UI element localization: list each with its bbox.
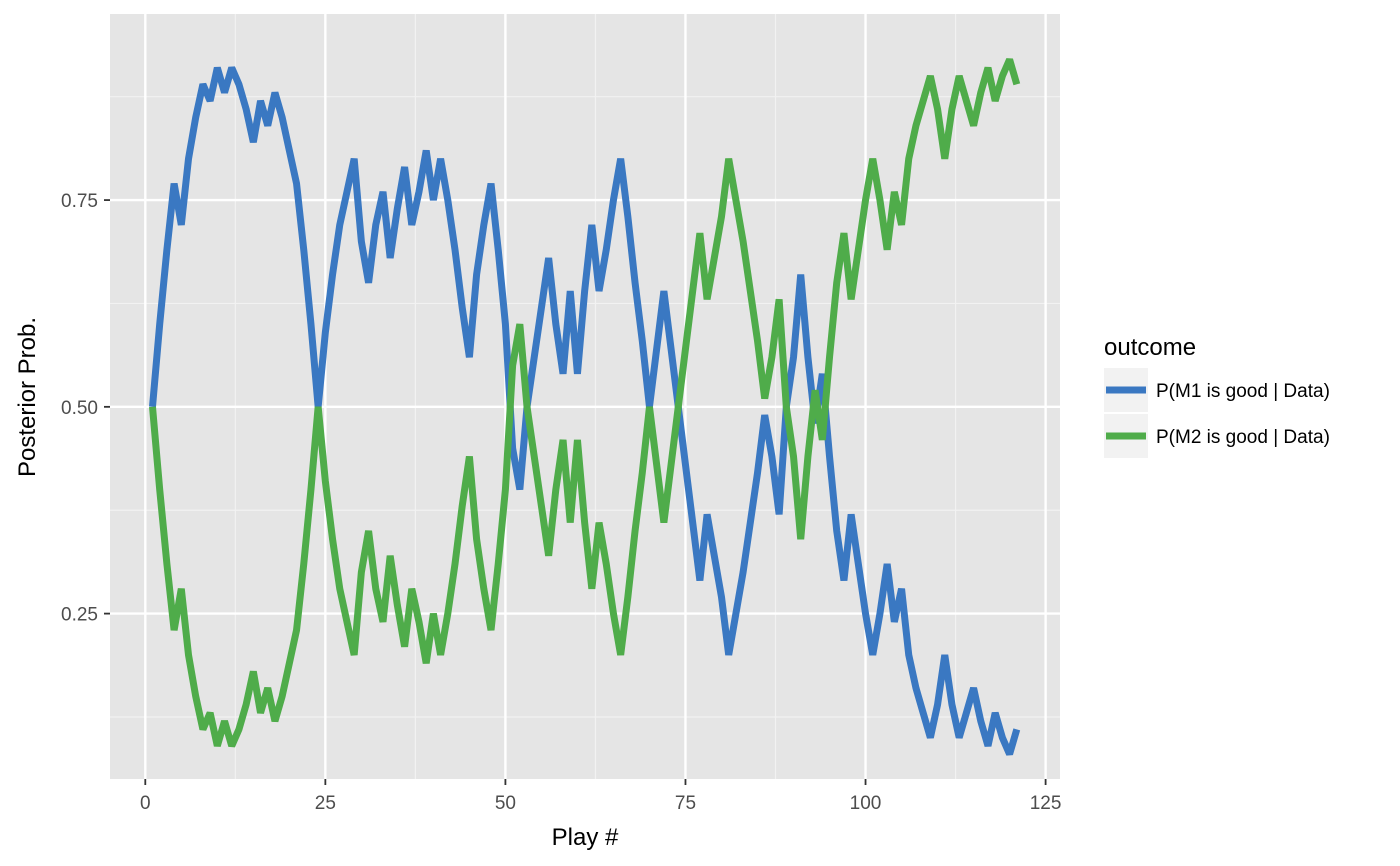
y-tick-label: 0.25: [61, 605, 98, 626]
x-tick-label: 125: [1030, 793, 1062, 814]
x-tick-label: 0: [140, 793, 151, 814]
legend-item-m1: P(M1 is good | Data): [1104, 368, 1330, 412]
legend-title: outcome: [1104, 334, 1196, 361]
y-axis-title: Posterior Prob.: [14, 317, 41, 477]
legend-label-m1: P(M1 is good | Data): [1156, 381, 1330, 402]
x-axis-title: Play #: [552, 824, 619, 851]
minor-gridlines: [110, 14, 1060, 779]
x-tick-label: 75: [675, 793, 696, 814]
legend-item-m2: P(M2 is good | Data): [1104, 414, 1330, 458]
legend: outcome P(M1 is good | Data) P(M2 is goo…: [1104, 334, 1330, 458]
x-axis: 0 25 50 75 100 125: [140, 779, 1061, 814]
series-line-1: [149, 66, 1021, 756]
x-tick-label: 100: [850, 793, 882, 814]
y-tick-label: 0.75: [61, 191, 98, 212]
legend-label-m2: P(M2 is good | Data): [1156, 427, 1330, 448]
series-lines: [149, 58, 1021, 756]
y-axis: 0.25 0.50 0.75: [61, 191, 110, 626]
series-line-2: [149, 58, 1021, 748]
panel-background: [110, 14, 1060, 779]
x-tick-label: 50: [495, 793, 516, 814]
major-gridlines: [110, 14, 1060, 779]
y-tick-label: 0.50: [61, 398, 98, 419]
x-tick-label: 25: [315, 793, 336, 814]
